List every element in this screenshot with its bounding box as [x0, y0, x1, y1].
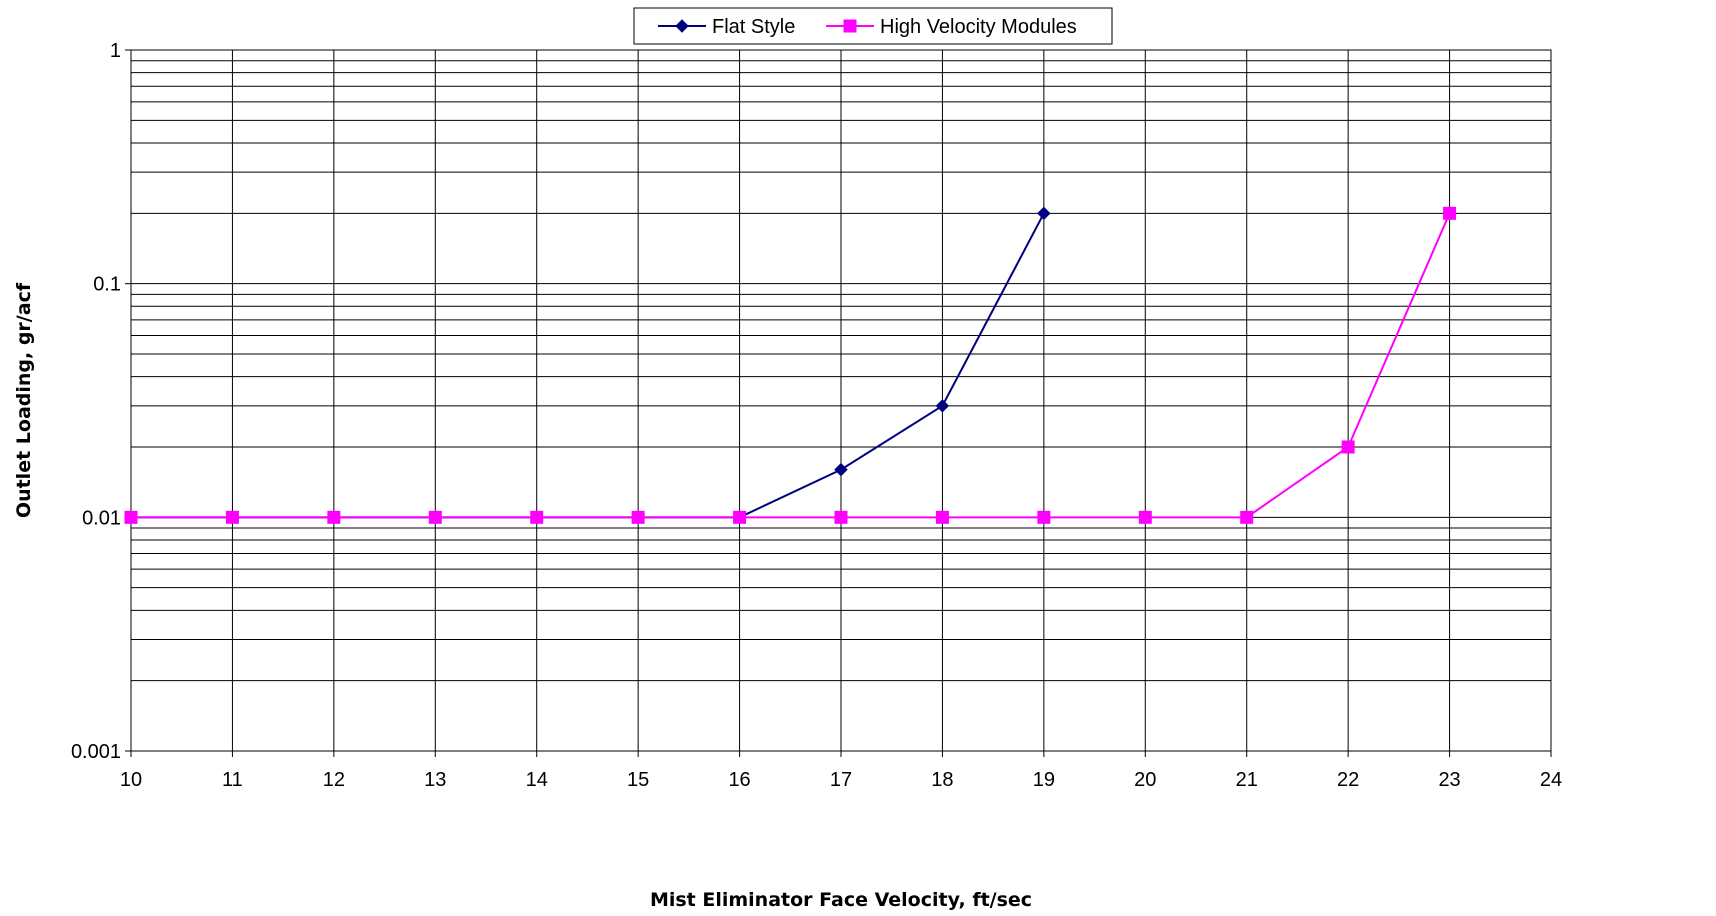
data-point [428, 510, 442, 524]
x-tick-label: 12 [323, 769, 345, 791]
data-point [834, 510, 848, 524]
data-point [124, 510, 138, 524]
data-point [1341, 440, 1355, 454]
data-point [1037, 510, 1051, 524]
y-tick-label: 0.01 [82, 507, 121, 529]
data-point [1240, 510, 1254, 524]
data-point [1037, 206, 1051, 221]
data-point [834, 462, 848, 477]
data-point [935, 510, 949, 524]
series-line [131, 212, 1451, 519]
data-point [530, 510, 544, 524]
legend-label: High Velocity Modules [880, 16, 1077, 38]
x-tick-label: 23 [1438, 769, 1460, 791]
data-point [1443, 206, 1457, 220]
data-point [225, 510, 239, 524]
legend-item: High Velocity Modules [826, 16, 1077, 38]
legend-marker [675, 19, 689, 33]
series-layer [124, 206, 1457, 525]
x-tick-label: 13 [424, 769, 446, 791]
y-axis-title: Outlet Loading, gr/acf [13, 282, 35, 518]
x-tick-label: 14 [526, 769, 548, 791]
data-point [631, 510, 645, 524]
x-tick-label: 21 [1236, 769, 1258, 791]
data-point [733, 510, 747, 524]
x-tick-label: 22 [1337, 769, 1359, 791]
x-tick-label: 17 [830, 769, 852, 791]
legend-label: Flat Style [712, 16, 795, 38]
data-point [1138, 510, 1152, 524]
tick-labels: 0.001 0.01 0.1 1 10 11 12 13 14 15 16 17 18 19 20 21 22 2… [71, 40, 1562, 791]
x-tick-label: 24 [1540, 769, 1562, 791]
y-tick-label: 0.001 [71, 741, 121, 763]
data-point [935, 399, 950, 413]
y-tick-label: 1 [110, 40, 121, 62]
x-tick-label: 20 [1134, 769, 1156, 791]
legend-marker [843, 19, 857, 33]
x-axis-title: Mist Eliminator Face Velocity, ft/sec [650, 889, 1032, 911]
x-tick-label: 18 [931, 769, 953, 791]
x-tick-label: 15 [627, 769, 649, 791]
x-tick-label: 19 [1033, 769, 1055, 791]
x-tick-label: 16 [728, 769, 750, 791]
x-tick-label: 11 [222, 769, 243, 791]
y-tick-label: 0.1 [93, 274, 121, 296]
legend-items: Flat Style High Velocity Modules [658, 16, 1077, 38]
series-2 [124, 206, 1457, 524]
data-point [327, 510, 341, 524]
x-tick-label: 10 [120, 769, 142, 791]
legend-item: Flat Style [658, 16, 795, 38]
legend: Flat Style High Velocity Modules [633, 7, 1113, 45]
